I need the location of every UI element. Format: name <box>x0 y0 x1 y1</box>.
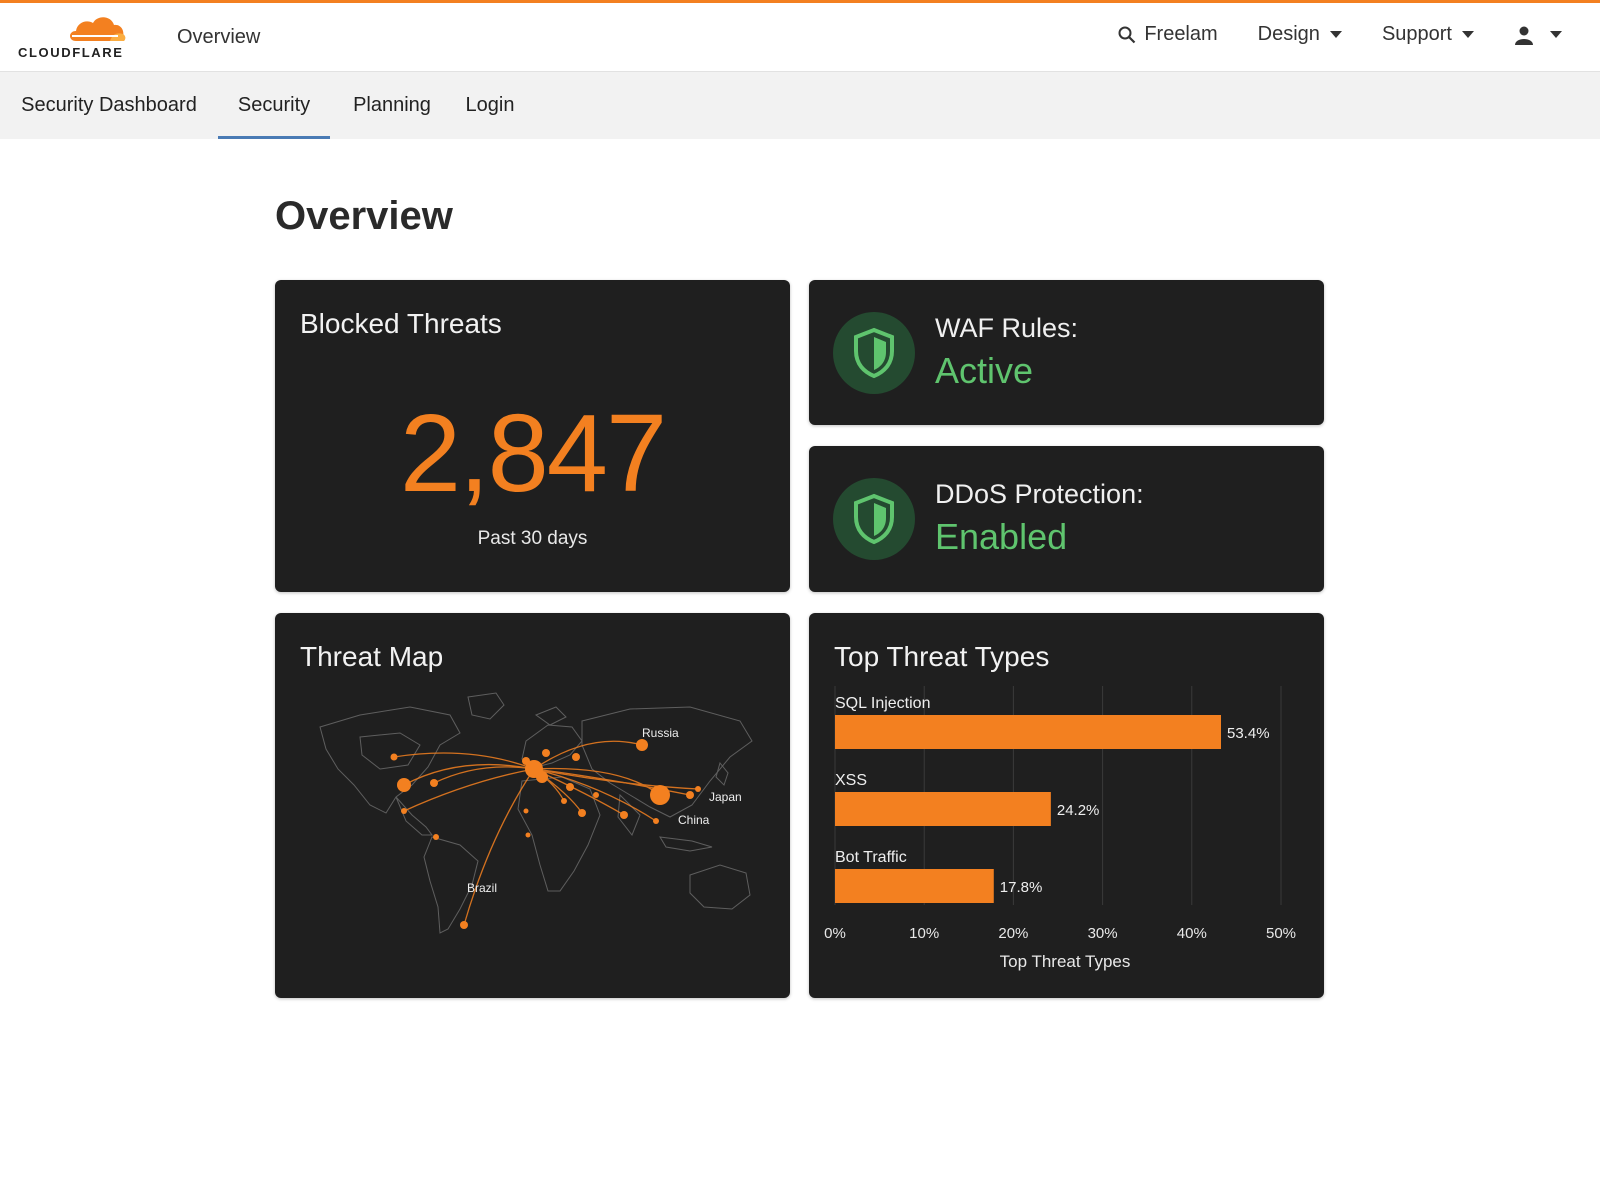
chevron-down-icon <box>1462 31 1474 38</box>
map-label-japan: Japan <box>709 790 742 804</box>
shield-icon <box>833 312 915 394</box>
x-tick-label: 10% <box>909 925 939 942</box>
x-tick-label: 30% <box>1088 925 1118 942</box>
support-menu[interactable]: Support <box>1382 23 1474 46</box>
x-tick-label: 50% <box>1266 925 1296 942</box>
bar <box>835 869 994 903</box>
map-label-china: China <box>678 813 710 827</box>
design-label: Design <box>1257 23 1320 45</box>
support-label: Support <box>1381 23 1452 45</box>
card-title: Blocked Threats <box>300 308 502 339</box>
top-bar: CLOUDFLARE Overview Freelam Design Suppo… <box>0 0 1600 72</box>
user-icon <box>1515 26 1533 45</box>
blocked-threats-count: 2,847 <box>399 392 667 515</box>
header-actions: Freelam Design Support <box>1118 23 1562 46</box>
bar-value-label: 24.2% <box>1057 802 1100 819</box>
user-menu[interactable] <box>1514 25 1562 45</box>
logo-text: CLOUDFLARE <box>18 45 124 60</box>
top-threat-types-card: Top Threat Types 0% 10% 20% 30% 40% 50% SQL In… <box>809 613 1324 998</box>
x-axis-label: Top Threat Types <box>1000 952 1131 971</box>
bar <box>835 792 1051 826</box>
sub-navigation: Security Dashboard Security Planning Log… <box>0 72 1600 139</box>
x-tick-label: 20% <box>998 925 1028 942</box>
search-icon <box>1118 26 1136 43</box>
chevron-down-icon <box>1550 31 1562 38</box>
waf-status: Active <box>935 350 1034 391</box>
cloudflare-logo[interactable]: CLOUDFLARE <box>18 13 142 65</box>
threat-map-card: Threat Map <box>275 613 790 998</box>
threat-types-chart: 0% 10% 20% 30% 40% 50% SQL Injection 53.4% XSS 24… <box>824 686 1296 971</box>
page-title: Overview <box>275 194 453 238</box>
shield-icon <box>833 478 915 560</box>
bar-value-label: 17.8% <box>1000 879 1043 896</box>
bar <box>835 715 1221 749</box>
tab-security-dashboard[interactable]: Security Dashboard <box>21 94 197 116</box>
tab-planning[interactable]: Planning <box>353 94 431 116</box>
bar-category-label: Bot Traffic <box>835 849 907 866</box>
design-menu[interactable]: Design <box>1258 23 1342 46</box>
header-title: Overview <box>177 26 261 48</box>
x-tick-label: 40% <box>1177 925 1207 942</box>
ddos-status: Enabled <box>935 516 1068 557</box>
cloud-icon <box>70 17 126 41</box>
ddos-label: DDoS Protection: <box>935 479 1144 509</box>
chart-title: Top Threat Types <box>834 641 1050 672</box>
bar-category-label: XSS <box>835 772 867 789</box>
tab-security[interactable]: Security <box>218 72 330 139</box>
card-title: Threat Map <box>300 641 444 672</box>
search-button[interactable]: Freelam <box>1118 23 1218 46</box>
waf-rules-card: WAF Rules: Active <box>809 280 1324 425</box>
period-caption: Past 30 days <box>477 528 588 549</box>
ddos-protection-card: DDoS Protection: Enabled <box>809 446 1324 592</box>
search-label: Freelam <box>1144 23 1218 45</box>
bar-category-label: SQL Injection <box>835 695 930 712</box>
tab-login[interactable]: Login <box>465 94 515 116</box>
world-map <box>319 692 753 934</box>
map-label-russia: Russia <box>642 726 679 740</box>
blocked-threats-card: Blocked Threats 2,847 Past 30 days <box>275 280 790 592</box>
map-label-brazil: Brazil <box>467 881 498 895</box>
chevron-down-icon <box>1329 31 1342 38</box>
bar-value-label: 53.4% <box>1227 725 1270 742</box>
x-tick-label: 0% <box>824 925 846 942</box>
waf-label: WAF Rules: <box>935 313 1079 343</box>
